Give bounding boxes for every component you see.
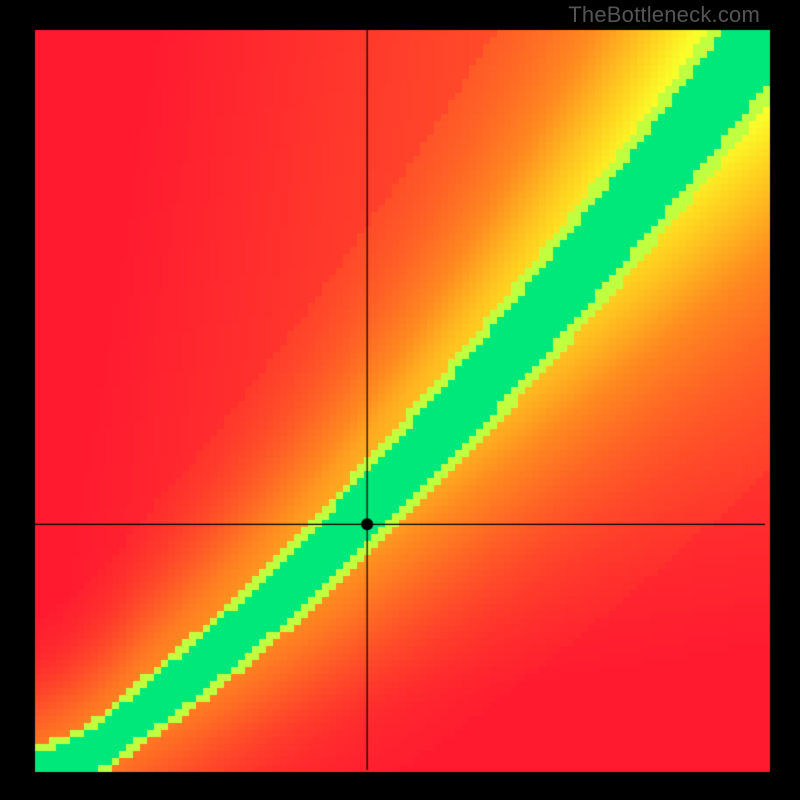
watermark-text: TheBottleneck.com [568, 2, 760, 28]
chart-container: TheBottleneck.com [0, 0, 800, 800]
heatmap-plot [0, 0, 800, 800]
